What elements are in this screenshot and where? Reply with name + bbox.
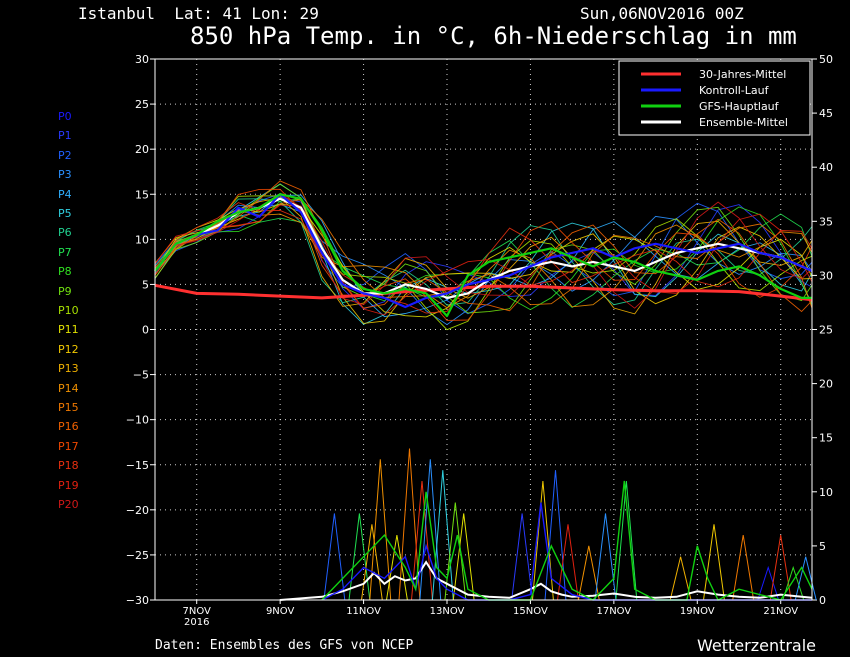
- temp-line-climate: [154, 283, 813, 302]
- member-label: P14: [58, 381, 79, 395]
- member-label: P19: [58, 478, 79, 492]
- member-line: [154, 202, 813, 314]
- precip-spike: [532, 480, 554, 601]
- precip-spike: [444, 502, 467, 601]
- precip-spike: [419, 459, 442, 601]
- y-left-tick-label: 10: [135, 233, 149, 246]
- precip-spike: [594, 513, 617, 601]
- y-right-tick-label: 20: [819, 378, 833, 391]
- member-label: P16: [58, 420, 79, 434]
- member-label: P0: [58, 110, 72, 123]
- member-line: [154, 204, 813, 316]
- member-label: P12: [58, 342, 79, 356]
- member-label: P3: [58, 168, 72, 182]
- legend-label: 30-Jahres-Mittel: [699, 68, 786, 81]
- precip-spike: [782, 565, 805, 601]
- member-label: P1: [58, 129, 72, 143]
- y-right-tick-label: 0: [819, 594, 826, 607]
- y-left-tick-label: −25: [126, 549, 149, 562]
- precip-spike: [369, 459, 392, 601]
- member-label: P13: [58, 362, 79, 376]
- temp-line-main: [154, 193, 812, 318]
- precip-spike: [452, 513, 475, 601]
- precip-spike: [794, 556, 817, 601]
- member-label: P6: [58, 226, 72, 240]
- plot-frame: [154, 58, 813, 601]
- member-label: P15: [58, 401, 79, 414]
- y-left-tick-label: −10: [126, 414, 149, 427]
- y-left-tick-label: −15: [126, 459, 149, 472]
- y-right-tick-label: 30: [819, 269, 833, 282]
- y-right-tick-label: 50: [819, 53, 833, 66]
- precip-line-main: [321, 480, 813, 601]
- x-tick-label: 19NOV: [680, 606, 715, 617]
- x-tick-label: 15NOV: [513, 606, 548, 617]
- precip-spike: [511, 513, 533, 601]
- brand-label: Wetterzentrale: [697, 636, 817, 655]
- y-left-tick-label: 15: [135, 188, 149, 201]
- y-left-tick-label: −5: [133, 369, 149, 382]
- member-label: P5: [58, 207, 72, 220]
- data-credit: Daten: Ensembles des GFS von NCEP: [155, 638, 414, 653]
- precip-spike: [669, 556, 692, 601]
- chart-title: 850 hPa Temp. in °C, 6h-Niederschlag in …: [190, 22, 797, 50]
- x-tick-label: 9NOV: [266, 606, 295, 617]
- member-label: P7: [58, 245, 72, 259]
- member-label: P9: [58, 284, 72, 298]
- member-label: P2: [58, 148, 72, 162]
- y-left-tick-label: 0: [142, 324, 149, 337]
- y-right-tick-label: 35: [819, 215, 833, 228]
- y-left-tick-label: 20: [135, 143, 149, 156]
- member-label: P11: [58, 323, 79, 337]
- run-date-label: Sun,06NOV2016 00Z: [580, 4, 744, 23]
- y-right-tick-label: 45: [819, 107, 833, 120]
- y-right-tick-label: 5: [819, 540, 826, 553]
- x-tick-label: 21NOV: [763, 606, 798, 617]
- member-label: P8: [58, 265, 72, 279]
- y-left-tick-label: −30: [126, 594, 149, 607]
- precip-spike: [757, 565, 780, 601]
- member-line: [154, 180, 813, 313]
- precip-spike: [577, 545, 600, 601]
- y-right-tick-label: 10: [819, 486, 833, 499]
- precip-spike: [348, 513, 371, 601]
- x-tick-label: 11NOV: [346, 606, 381, 617]
- location-label: Istanbul Lat: 41 Lon: 29: [78, 4, 319, 23]
- y-left-tick-label: 30: [135, 53, 149, 66]
- legend-label: Kontroll-Lauf: [699, 84, 770, 97]
- precip-spike: [361, 524, 383, 601]
- x-tick-sublabel: 2016: [184, 617, 209, 628]
- member-line: [154, 195, 813, 331]
- y-left-tick-label: 5: [142, 278, 149, 291]
- member-label: P10: [58, 304, 79, 317]
- precip-spike: [386, 535, 408, 601]
- x-tick-label: 7NOV: [183, 606, 212, 617]
- precip-spike: [769, 535, 792, 601]
- y-right-tick-label: 25: [819, 324, 833, 337]
- precip-spike: [411, 480, 433, 601]
- member-label: P20: [58, 498, 79, 511]
- member-line: [154, 183, 813, 325]
- precip-spike: [615, 480, 638, 601]
- member-label: P17: [58, 439, 79, 453]
- y-left-tick-label: −20: [126, 504, 149, 517]
- member-line: [154, 188, 813, 321]
- member-label: P4: [58, 187, 72, 201]
- legend-label: GFS-Hauptlauf: [699, 100, 780, 113]
- y-right-tick-label: 40: [819, 161, 833, 174]
- x-tick-label: 13NOV: [430, 606, 465, 617]
- precip-spike: [557, 524, 579, 601]
- temp-line-control: [154, 193, 813, 309]
- precip-spike: [703, 524, 725, 601]
- legend-label: Ensemble-Mittel: [699, 116, 788, 129]
- member-label: P18: [58, 459, 79, 473]
- precip-spike: [323, 513, 346, 601]
- y-left-tick-label: 25: [135, 98, 149, 111]
- y-right-tick-label: 15: [819, 432, 833, 445]
- x-tick-label: 17NOV: [596, 606, 631, 617]
- member-line: [154, 193, 813, 315]
- precip-spike: [732, 535, 755, 601]
